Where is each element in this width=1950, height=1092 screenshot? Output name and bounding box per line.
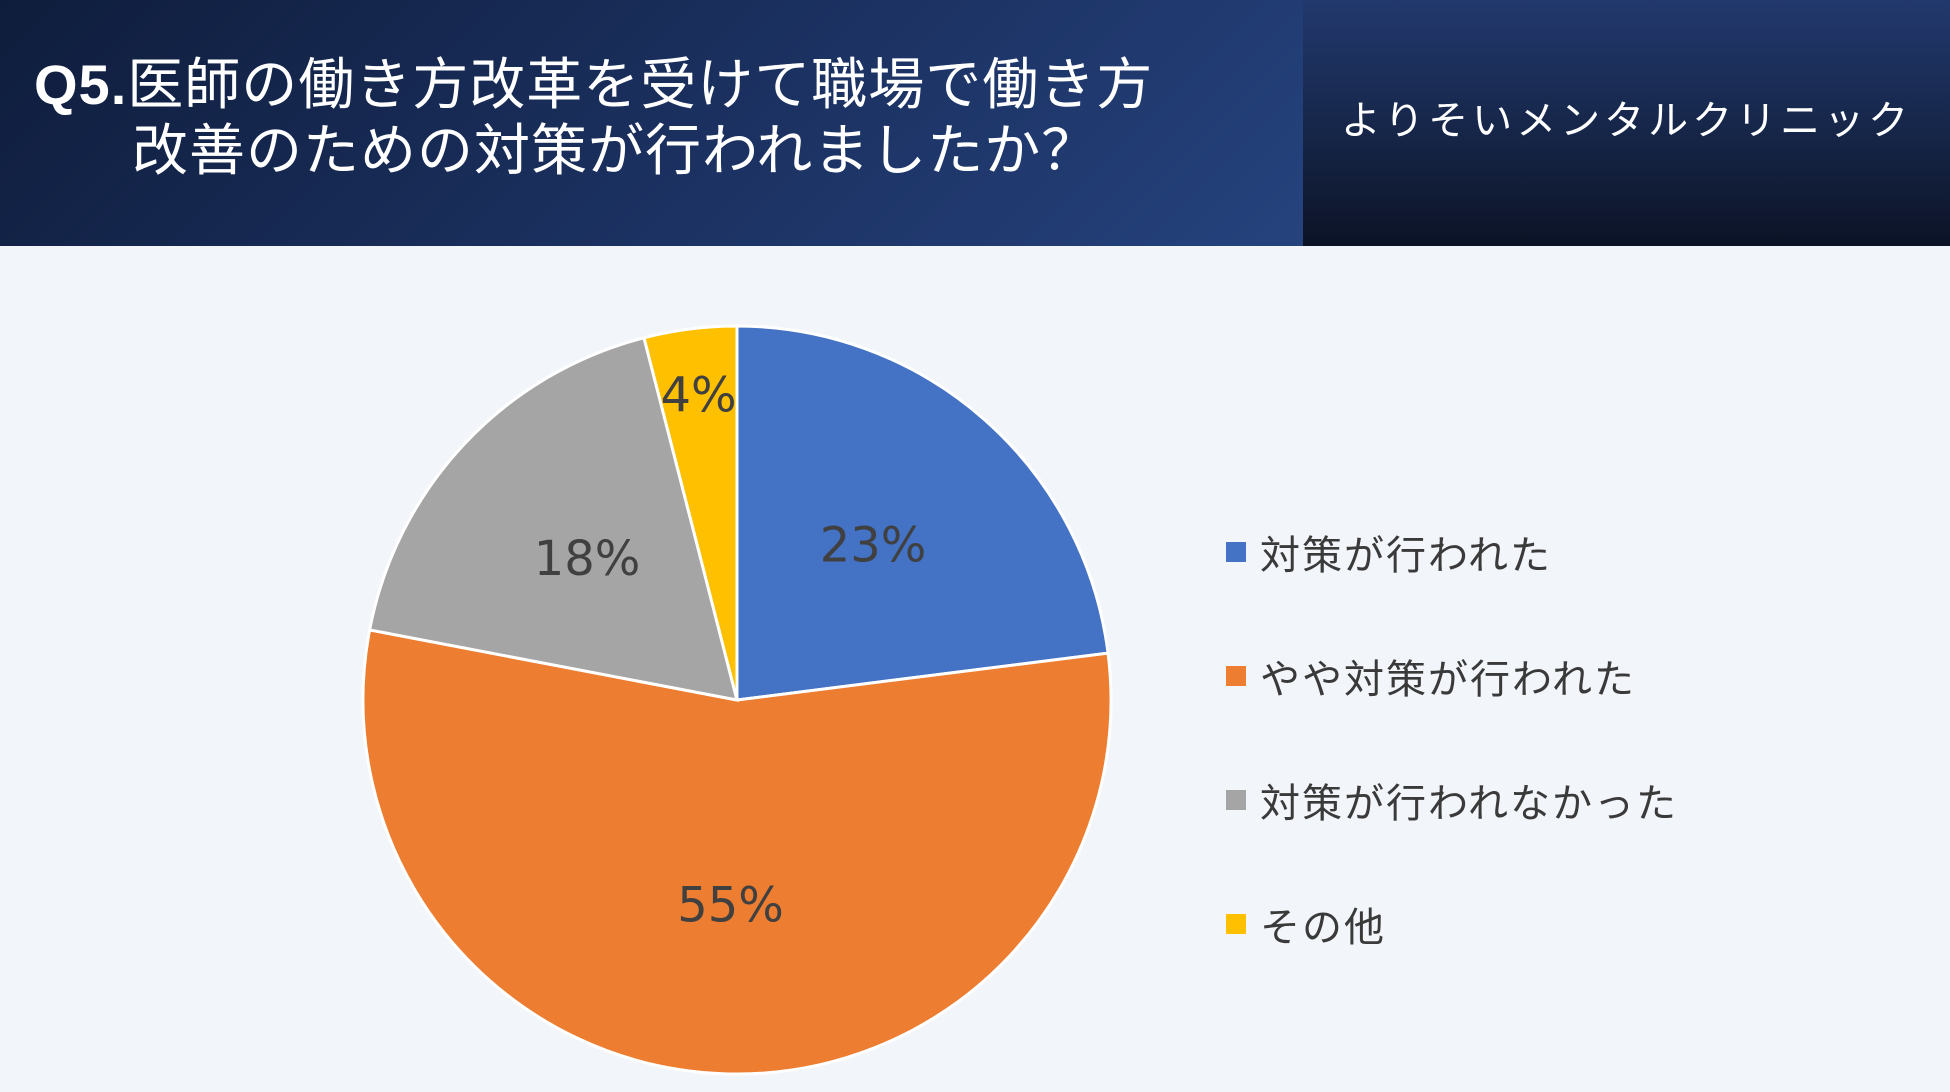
legend-label-3: 対策が行われなかった — [1260, 781, 1678, 827]
header-right-panel: よりそいメンタルクリニック — [1303, 0, 1950, 246]
legend-label-4: その他 — [1260, 905, 1386, 951]
data-label-1: 23% — [820, 518, 927, 574]
pie-chart: 23% 55% 18% 4% — [361, 324, 1113, 1076]
legend-item-2: やや対策が行われた — [1226, 614, 1678, 738]
data-label-2: 55% — [677, 878, 784, 934]
pie-slice-3 — [367, 335, 740, 702]
legend-item-1: 対策が行われた — [1226, 490, 1678, 614]
header-banner: Q5.医師の働き方改革を受けて職場で働き方 改善のための対策が行われましたか？ … — [0, 0, 1950, 246]
question-number: Q5. — [34, 53, 128, 116]
legend-item-3: 対策が行われなかった — [1226, 738, 1678, 862]
pie-slice-2 — [361, 628, 1113, 1076]
title-line-2: 改善のための対策が行われましたか？ — [132, 119, 1099, 184]
title-line-1: 医師の働き方改革を受けて職場で働き方 — [127, 53, 1154, 118]
legend-swatch-2 — [1226, 666, 1246, 686]
pie-slice-4 — [642, 324, 739, 701]
data-label-3: 18% — [534, 531, 641, 587]
data-label-4: 4% — [660, 368, 736, 424]
chart-legend: 対策が行われたやや対策が行われた 対策が行われなかった その他 — [1226, 490, 1678, 986]
pie-slice-1 — [735, 324, 1110, 702]
legend-label-2: やや対策が行われた — [1260, 657, 1636, 703]
clinic-name: よりそいメンタルクリニック — [1340, 98, 1913, 144]
legend-swatch-1 — [1226, 542, 1246, 562]
page-title: Q5.医師の働き方改革を受けて職場で働き方 改善のための対策が行われましたか？ — [34, 52, 1284, 185]
legend-item-4: その他 — [1226, 862, 1678, 986]
legend-swatch-3 — [1226, 790, 1246, 810]
legend-label-1: 対策が行われた — [1260, 533, 1552, 579]
legend-swatch-4 — [1226, 914, 1246, 934]
